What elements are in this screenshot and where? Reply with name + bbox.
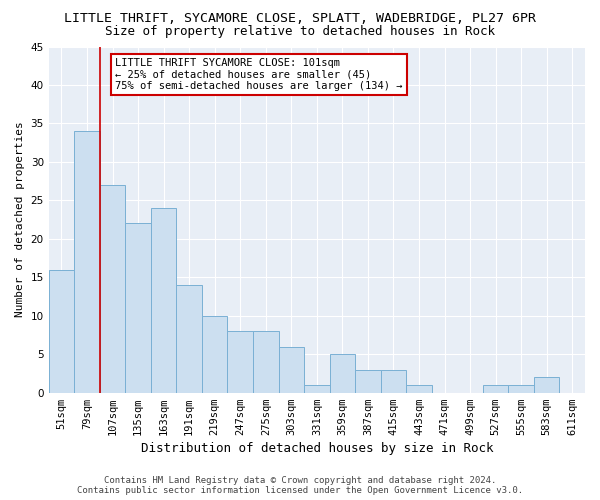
Bar [151,208,176,392]
Bar [304,385,329,392]
Text: Contains HM Land Registry data © Crown copyright and database right 2024.
Contai: Contains HM Land Registry data © Crown c… [77,476,523,495]
Bar [253,331,278,392]
Bar [227,331,253,392]
Bar [125,224,151,392]
Bar [380,370,406,392]
X-axis label: Distribution of detached houses by size in Rock: Distribution of detached houses by size … [140,442,493,455]
Bar [508,385,534,392]
Y-axis label: Number of detached properties: Number of detached properties [15,122,25,318]
Bar [483,385,508,392]
Text: LITTLE THRIFT SYCAMORE CLOSE: 101sqm
← 25% of detached houses are smaller (45)
7: LITTLE THRIFT SYCAMORE CLOSE: 101sqm ← 2… [115,58,403,91]
Bar [49,270,74,392]
Bar [100,185,125,392]
Bar [74,131,100,392]
Bar [329,354,355,393]
Bar [355,370,380,392]
Bar [278,346,304,393]
Text: LITTLE THRIFT, SYCAMORE CLOSE, SPLATT, WADEBRIDGE, PL27 6PR: LITTLE THRIFT, SYCAMORE CLOSE, SPLATT, W… [64,12,536,26]
Bar [176,285,202,393]
Bar [534,378,559,392]
Text: Size of property relative to detached houses in Rock: Size of property relative to detached ho… [105,25,495,38]
Bar [406,385,432,392]
Bar [202,316,227,392]
